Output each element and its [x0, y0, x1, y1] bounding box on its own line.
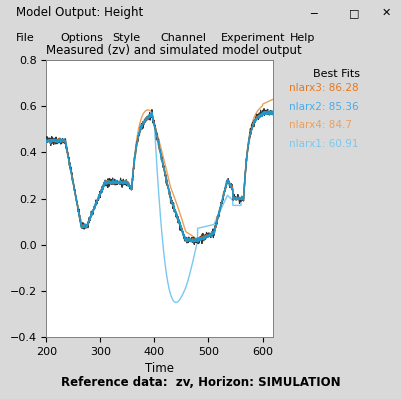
Text: File: File: [16, 33, 35, 43]
Text: ─: ─: [310, 8, 316, 18]
nlarx2: [225, 180, 229, 184]
Text: Channel: Channel: [160, 33, 206, 43]
nlarx1: [44, 138, 49, 143]
Line: nlarx1: nlarx1: [46, 113, 273, 302]
nlarx4: [44, 138, 49, 143]
nlarx2: [67, 160, 72, 165]
Text: Experiment: Experiment: [221, 33, 285, 43]
nlarx2: [44, 140, 49, 144]
nlarx1: [225, 193, 229, 198]
nlarx4: [221, 193, 225, 198]
Text: □: □: [348, 8, 358, 18]
nlarx2: [200, 235, 205, 240]
nlarx3: [67, 160, 72, 164]
Text: nlarx1: 60.91: nlarx1: 60.91: [288, 139, 357, 149]
measured: [144, 117, 148, 122]
nlarx4: [135, 129, 140, 134]
measured: [221, 190, 225, 195]
nlarx2: [269, 109, 274, 113]
Text: Measured (zv) and simulated model output: Measured (zv) and simulated model output: [46, 44, 301, 57]
nlarx4: [67, 161, 72, 166]
Text: Best Fits: Best Fits: [312, 69, 359, 79]
Text: Options: Options: [60, 33, 103, 43]
Text: nlarx4: 84.7: nlarx4: 84.7: [288, 120, 351, 130]
Text: ✕: ✕: [380, 8, 390, 18]
nlarx1: [144, 117, 148, 121]
nlarx1: [173, 300, 178, 305]
nlarx3: [200, 236, 205, 241]
nlarx1: [221, 201, 225, 206]
Line: nlarx3: nlarx3: [46, 112, 273, 241]
nlarx2: [135, 135, 140, 140]
measured: [67, 163, 72, 168]
Text: nlarx3: 86.28: nlarx3: 86.28: [288, 83, 357, 93]
measured: [225, 179, 229, 184]
nlarx3: [221, 193, 225, 198]
Text: Reference data:  zv, Horizon: SIMULATION: Reference data: zv, Horizon: SIMULATION: [61, 376, 340, 389]
nlarx4: [225, 178, 229, 183]
nlarx3: [144, 117, 148, 121]
nlarx4: [195, 238, 200, 243]
nlarx2: [195, 240, 200, 245]
measured: [44, 135, 49, 140]
X-axis label: Time: Time: [145, 362, 174, 375]
Text: Model Output: Height: Model Output: Height: [16, 6, 143, 20]
measured: [135, 139, 140, 144]
Line: nlarx4: nlarx4: [46, 99, 273, 240]
nlarx1: [135, 136, 140, 140]
Text: Help: Help: [289, 33, 314, 43]
nlarx2: [270, 111, 275, 115]
nlarx1: [270, 111, 275, 115]
nlarx1: [200, 225, 205, 229]
nlarx2: [144, 116, 148, 121]
measured: [270, 111, 275, 116]
measured: [200, 239, 205, 243]
nlarx3: [270, 111, 275, 116]
measured: [261, 106, 266, 111]
nlarx3: [225, 178, 229, 183]
nlarx4: [144, 108, 148, 113]
nlarx3: [262, 109, 267, 114]
measured: [191, 242, 196, 247]
Line: measured: measured: [46, 109, 273, 245]
nlarx3: [194, 239, 199, 244]
nlarx3: [135, 136, 140, 140]
Line: nlarx2: nlarx2: [46, 111, 273, 242]
nlarx2: [221, 194, 225, 198]
nlarx1: [67, 161, 72, 166]
Text: nlarx2: 85.36: nlarx2: 85.36: [288, 102, 357, 112]
nlarx4: [270, 97, 275, 101]
nlarx1: [259, 111, 264, 115]
nlarx4: [200, 236, 205, 241]
nlarx3: [44, 138, 49, 143]
Text: Style: Style: [112, 33, 140, 43]
